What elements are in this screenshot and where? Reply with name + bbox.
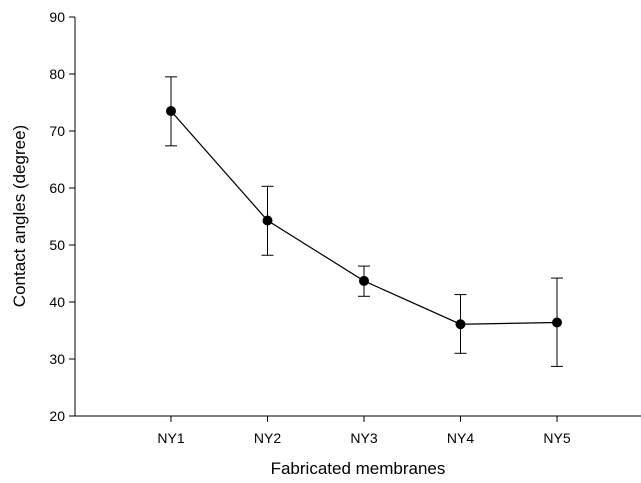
y-axis-title: Contact angles (degree) [10, 125, 29, 307]
x-axis-title: Fabricated membranes [271, 459, 446, 478]
y-tick-label: 70 [49, 123, 65, 139]
data-point [262, 215, 273, 226]
x-tick-label: NY1 [157, 430, 184, 446]
y-ticks: 20 30 40 50 60 70 80 90 [49, 9, 75, 424]
y-tick-label: 60 [49, 180, 65, 196]
y-tick-label: 30 [49, 351, 65, 367]
data-point [455, 319, 466, 330]
x-tick-label: NY4 [447, 430, 474, 446]
y-tick-label: 80 [49, 66, 65, 82]
x-tick-label: NY5 [543, 430, 570, 446]
series-layer [165, 76, 563, 367]
y-tick-label: 20 [49, 408, 65, 424]
data-point [552, 317, 562, 328]
y-tick-label: 50 [49, 237, 65, 253]
data-point [359, 275, 369, 286]
data-point [166, 106, 176, 117]
x-tick-label: NY2 [254, 430, 281, 446]
x-ticks: NY1 NY2 NY3 NY4 NY5 [157, 416, 571, 446]
x-tick-label: NY3 [350, 430, 377, 446]
plot-frame [74, 17, 641, 417]
y-tick-label: 40 [49, 294, 65, 310]
y-tick-label: 90 [49, 9, 65, 25]
